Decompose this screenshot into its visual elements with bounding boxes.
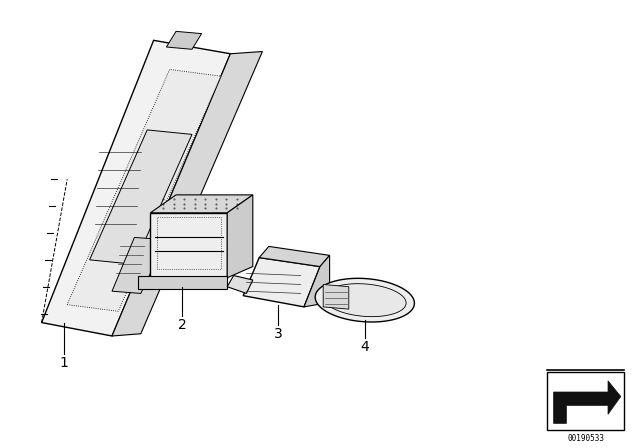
Text: 1: 1: [60, 356, 68, 370]
Polygon shape: [90, 130, 192, 264]
Polygon shape: [227, 195, 253, 278]
Polygon shape: [259, 246, 330, 267]
Text: 4: 4: [360, 340, 369, 354]
Polygon shape: [150, 213, 227, 278]
Polygon shape: [243, 258, 320, 307]
Polygon shape: [554, 381, 621, 423]
Polygon shape: [67, 69, 221, 311]
Text: 00190533: 00190533: [567, 434, 604, 443]
Text: 2: 2: [178, 318, 187, 332]
Polygon shape: [323, 284, 406, 317]
Polygon shape: [42, 40, 230, 336]
Polygon shape: [112, 237, 166, 293]
Polygon shape: [227, 276, 253, 293]
Polygon shape: [323, 284, 349, 309]
Polygon shape: [138, 276, 227, 289]
Polygon shape: [304, 255, 330, 307]
Polygon shape: [112, 52, 262, 336]
Polygon shape: [166, 31, 202, 49]
Text: 3: 3: [274, 327, 283, 341]
Polygon shape: [150, 195, 253, 213]
Bar: [547, 372, 624, 430]
Polygon shape: [315, 278, 415, 322]
